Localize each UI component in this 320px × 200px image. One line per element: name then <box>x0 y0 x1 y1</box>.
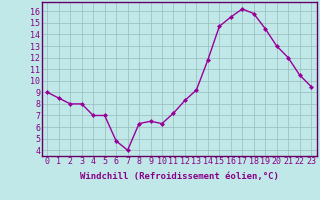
X-axis label: Windchill (Refroidissement éolien,°C): Windchill (Refroidissement éolien,°C) <box>80 172 279 181</box>
